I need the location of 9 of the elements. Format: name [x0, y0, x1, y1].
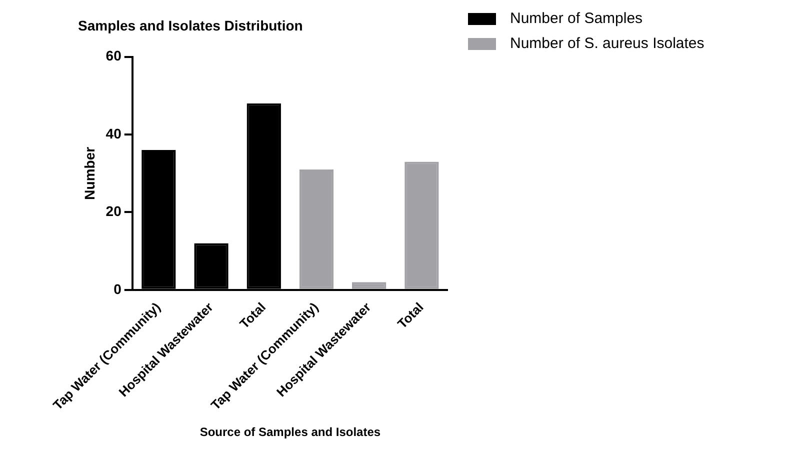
chart-title: Samples and Isolates Distribution: [78, 17, 303, 34]
y-tick-label: 60: [106, 48, 122, 64]
y-tick-label: 40: [106, 125, 122, 142]
legend-label: Number of Samples: [510, 10, 643, 27]
y-axis-title: Number: [81, 146, 98, 200]
y-tick-label: 20: [106, 203, 122, 220]
y-tick-label: 0: [114, 280, 122, 297]
x-axis-title: Source of Samples and Isolates: [200, 425, 381, 440]
legend-label: Number of S. aureus Isolates: [510, 35, 704, 52]
